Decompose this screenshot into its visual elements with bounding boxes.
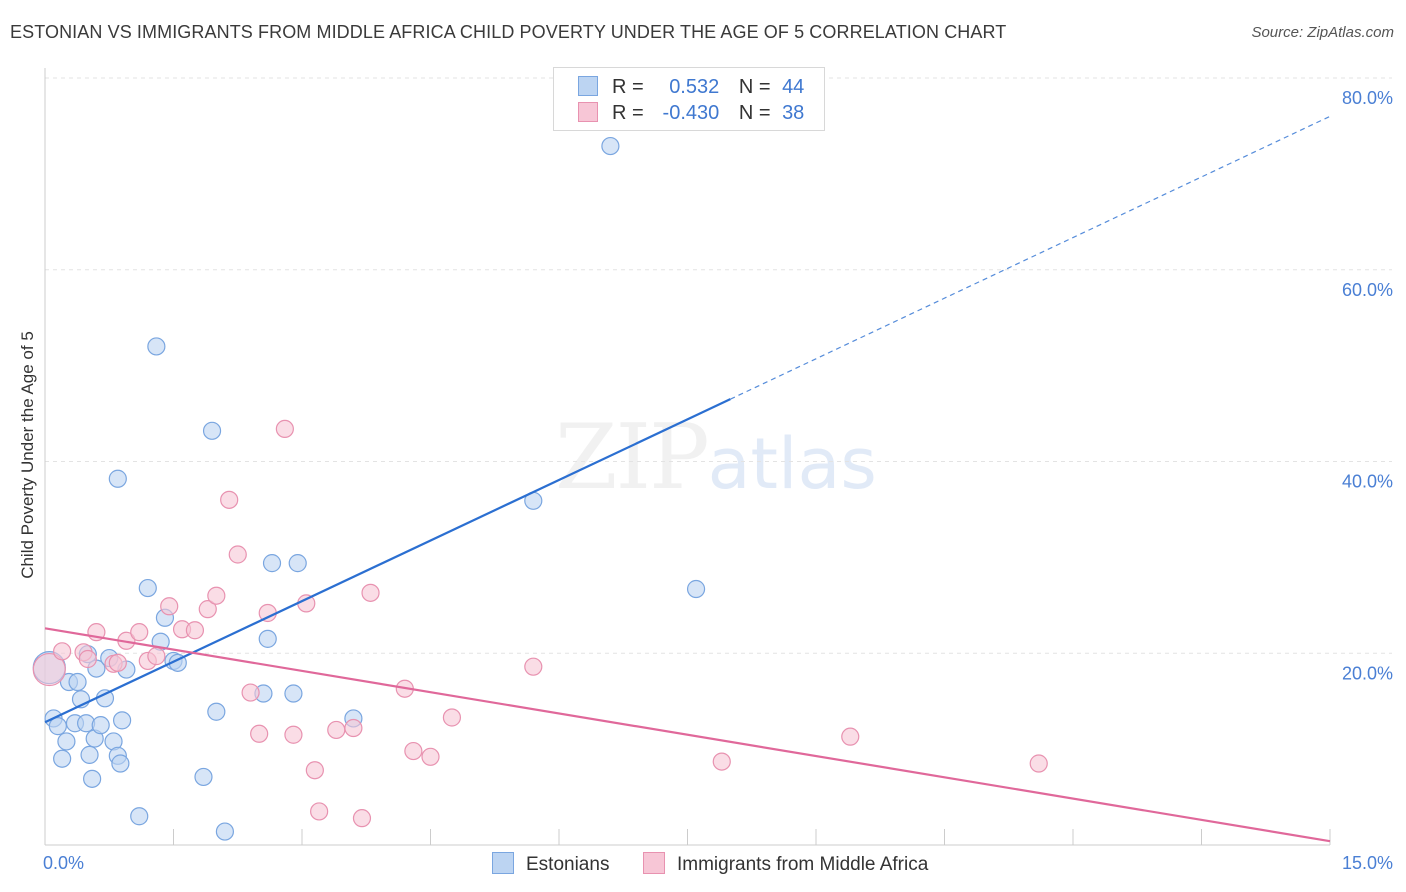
estonian-point [147,337,166,356]
legend-item-immigrants: Immigrants from Middle Africa [643,852,928,876]
legend-row-immigrants: R = -0.430 N = 38 [578,102,804,126]
n-value: 44 [782,76,805,98]
immigrant-point [442,708,462,727]
immigrants-swatch [578,102,598,122]
n-value: 38 [782,102,805,124]
immigrant-point [284,725,303,744]
estonian-point [194,767,213,787]
y-tick-label: 20.0% [1342,663,1393,683]
estonian-point [111,754,130,773]
y-tick-label: 80.0% [1342,88,1393,108]
estonian-point [215,822,234,841]
n-label: N = [738,102,771,124]
immigrant-point [524,657,543,676]
immigrant-point [241,683,260,702]
estonian-point [112,711,132,730]
estonians-trend-line [44,398,731,724]
immigrant-point [160,597,179,616]
estonians-legend-label: Estonians [526,854,610,875]
estonian-point [601,136,620,156]
estonian-point [202,421,222,440]
y-tick-label: 60.0% [1342,280,1393,300]
estonian-point [57,732,76,751]
x-tick-label-max: 15.0% [1342,853,1393,873]
estonian-point [258,629,277,648]
immigrant-point [147,647,166,666]
r-label: R = [612,76,644,98]
immigrants-legend-label: Immigrants from Middle Africa [677,854,929,875]
estonian-point [686,579,706,599]
immigrant-point [207,586,226,605]
estonian-point [80,745,99,764]
chart-title: ESTONIAN VS IMMIGRANTS FROM MIDDLE AFRIC… [10,22,1007,42]
estonian-point [53,749,72,768]
estonians-trend-extension [730,115,1331,400]
immigrant-point [1029,754,1048,773]
estonian-point [284,684,303,703]
immigrant-point [250,724,269,743]
immigrant-point [220,490,239,509]
stats-legend: R = 0.532 N = 44 R = -0.430 N = 38 [553,67,825,131]
immigrant-point [310,802,329,821]
estonian-point [207,702,226,721]
legend-item-estonians: Estonians [492,852,609,876]
immigrant-point [305,761,324,780]
watermark: ZIPatlas [555,405,877,510]
r-label: R = [612,102,644,124]
immigrant-point [108,653,127,672]
estonian-point [130,807,149,826]
estonians-legend-swatch [492,852,514,874]
n-label: N = [738,76,771,98]
immigrant-point [361,583,380,602]
immigrant-point [130,623,149,642]
immigrant-point [712,752,731,771]
x-tick-label-min: 0.0% [43,853,84,873]
immigrant-point [185,621,205,640]
estonians-swatch [578,76,598,96]
immigrant-point [344,718,363,738]
estonian-point [108,469,127,488]
immigrants-legend-swatch [643,852,665,874]
y-tick-label: 40.0% [1342,472,1393,492]
estonian-point [83,769,102,788]
immigrant-point [352,809,372,828]
r-value: -0.430 [662,102,720,124]
legend-row-estonians: R = 0.532 N = 44 [578,76,804,100]
immigrant-point [198,600,217,619]
estonian-point [91,716,110,735]
r-value: 0.532 [669,76,720,98]
immigrant-point [228,545,247,564]
estonian-point [138,578,157,598]
immigrant-point [53,642,72,661]
immigrant-point [275,419,294,439]
immigrant-point [841,727,860,746]
estonian-point [262,554,282,573]
estonian-point [288,554,307,573]
immigrants-trend-line [44,627,1331,843]
immigrant-point [421,747,440,766]
estonian-point [68,672,87,692]
immigrant-point [78,649,97,669]
watermark-zip: ZIP [555,405,710,510]
source-label: Source: ZipAtlas.com [1251,24,1394,41]
watermark-atlas: atlas [707,423,877,505]
immigrant-point [32,652,66,687]
immigrant-point [327,720,346,740]
immigrant-point [404,741,423,761]
